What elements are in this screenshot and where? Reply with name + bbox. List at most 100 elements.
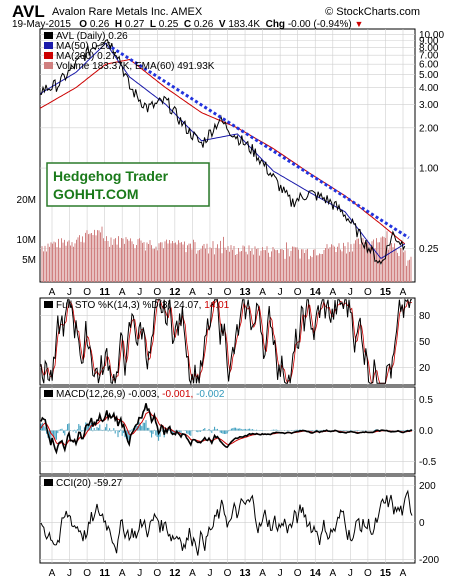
volume-label: V [218,19,226,30]
x-tick-label: O [224,568,232,579]
quote-date: 19-May-2015 [12,19,71,30]
macd-legend-text: MACD(12,26,9) -0.003, -0.001, -0.002 [56,389,225,400]
x-tick-label: O [153,287,161,298]
x-tick-label: 11 [99,287,110,298]
open-label: O [79,19,88,30]
cci-value: -59.27 [94,478,123,489]
ma200-legend-text: MA(200) 0.27 [56,51,117,62]
ma50-legend-text: MA(50) 0.26 [56,41,111,52]
macd-tick-label: 0.0 [419,426,433,437]
x-tick-label: 12 [169,287,181,298]
price-tick-label: 4.00 [419,83,439,94]
volume-tick-label: 10M [17,235,36,246]
sto-legend-label: Full STO %K(14,3) %D(3) [56,300,171,311]
x-tick-label: O [364,287,372,298]
high-label: H [114,19,123,30]
cci-legend: CCI(20) -59.27 [44,478,123,489]
ma50-line [39,42,406,260]
x-tick-label: 15 [380,287,392,298]
ticker-symbol: AVL [12,2,45,21]
x-tick-label: 13 [239,568,251,579]
price-tick-label: 2.00 [419,123,439,134]
sto-tick-label: 80 [419,311,431,322]
sto-legend-swatch [44,301,53,308]
x-tick-label: 12 [169,568,181,579]
macd-legend-label: MACD(12,26,9) [56,389,125,400]
cci-line [40,489,413,556]
x-tick-label: J [207,287,212,298]
x-tick-label: J [67,287,72,298]
cci-tick-label: -200 [419,555,439,566]
x-tick-label: 15 [380,568,392,579]
price-legend: AVL (Daily) 0.26 MA(50) 0.26 MA(200) 0.2… [44,31,215,72]
volume-legend-value: 183.37K, [92,61,132,72]
ma50-legend-value: 0.26 [92,41,112,52]
x-tick-label: 11 [99,568,110,579]
ema-legend-label: EMA(60) [135,61,174,72]
cci-tick-label: 0 [419,518,425,529]
x-tick-label: A [119,287,126,298]
brand-watermark: © StockCharts.com [325,6,420,18]
low-label: L [149,19,157,30]
price-tick-label: 0.25 [419,244,439,255]
change-label: Chg [265,19,286,30]
x-tick-label: O [224,287,232,298]
stoch-k-line [40,298,412,386]
hedgehog-callout: Hedgehog Trader GOHHT.COM [46,162,210,207]
x-tick-label: A [189,287,196,298]
price-tick-label: 9.00 [419,36,439,47]
x-tick-label: A [189,568,196,579]
oscillator-lines [40,298,413,556]
change-value: -0.00 (-0.94%) [287,19,352,30]
x-tick-label: 13 [239,287,251,298]
ma50-legend-label: MA(50) [56,41,89,52]
volume-legend-label: Volume [56,61,90,72]
price-tick-label: 1.00 [419,164,439,175]
stochastic-legend: Full STO %K(14,3) %D(3) 24.07, 14.01 [44,300,230,311]
x-tick-label: O [294,287,302,298]
macd-value: -0.003, [128,389,159,400]
resistance-trendline [110,46,410,240]
close-label: C [183,19,192,30]
x-tick-label: J [137,287,142,298]
macd-signal-value: -0.001, [162,389,193,400]
volume-legend-text: Volume 183.37K, EMA(60) 491.93K [56,61,215,72]
price-lines [39,39,410,265]
callout-box [46,162,210,207]
volume-legend-swatch [44,62,53,69]
sto-tick-label: 20 [419,363,431,374]
cci-legend-swatch [44,479,53,486]
x-tick-label: A [119,568,126,579]
macd-line [40,403,413,455]
volume-tick-label: 20M [17,195,36,206]
price-legend-value: 0.26 [108,31,128,42]
sto-tick-label: 50 [419,337,431,348]
x-tick-label: O [364,568,372,579]
x-tick-label: J [207,568,212,579]
ema-legend-value: 491.93K [177,61,215,72]
sto-d-value: 14.01 [204,300,229,311]
x-tick-label: O [83,568,91,579]
ma50-legend-swatch [44,42,53,49]
x-tick-label: O [153,568,161,579]
volume-value: 183.4K [228,19,261,30]
cci-legend-text: CCI(20) -59.27 [56,478,123,489]
callout-line-2: GOHHT.COM [53,186,139,202]
x-tick-label: A [259,287,266,298]
x-tick-label: J [137,568,142,579]
x-tick-label: A [400,287,407,298]
price-legend-label: AVL (Daily) [56,31,105,42]
macd-legend: MACD(12,26,9) -0.003, -0.001, -0.002 [44,389,225,400]
ma200-legend-value: 0.27 [97,51,117,62]
price-legend-text: AVL (Daily) 0.26 [56,31,128,42]
price-tick-label: 8.00 [419,43,439,54]
volume-bars [41,226,412,282]
x-tick-label: A [259,568,266,579]
down-triangle-icon: ▼ [354,19,364,29]
cci-tick-label: 200 [419,481,436,492]
x-tick-label: J [67,568,72,579]
macd-tick-label: -0.5 [419,457,437,468]
macd-legend-swatch [44,390,53,397]
price-line [39,39,406,265]
